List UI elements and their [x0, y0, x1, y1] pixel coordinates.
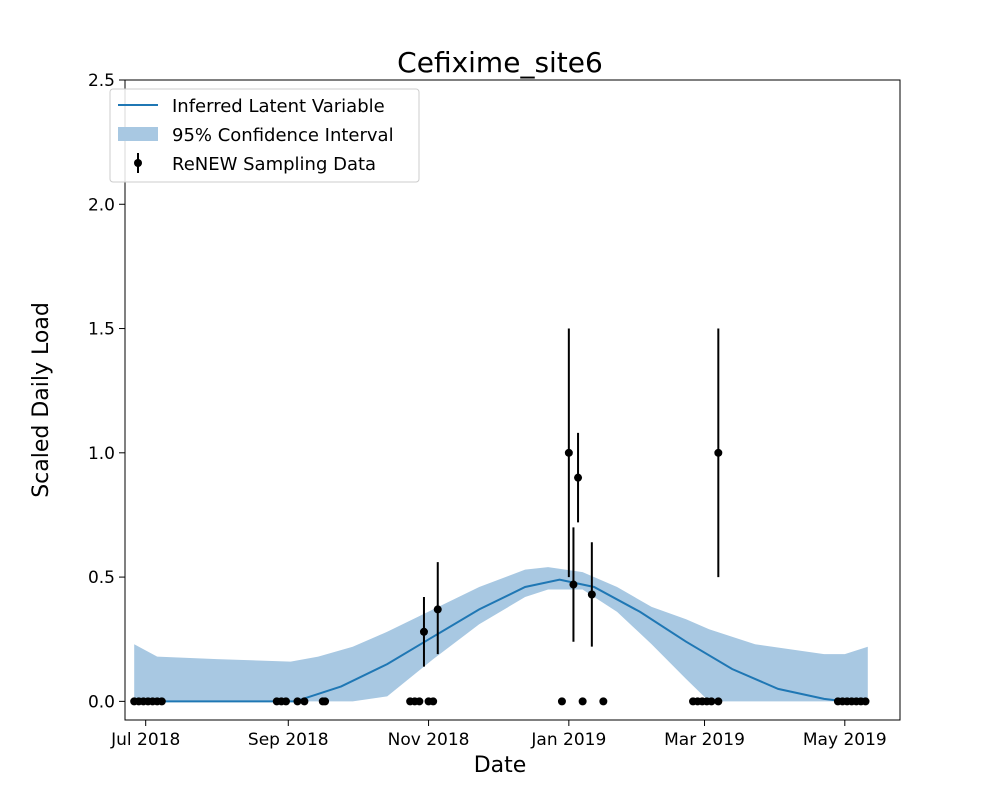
data-point	[419, 627, 428, 636]
legend-label-latent: Inferred Latent Variable	[172, 96, 385, 117]
x-tick-label: Sep 2018	[248, 730, 329, 750]
y-tick-label: 2.5	[88, 71, 115, 91]
data-point	[707, 697, 716, 706]
latent-line-layer	[134, 578, 868, 703]
y-tick-label: 1.5	[88, 320, 115, 340]
data-point	[281, 697, 290, 706]
data-point	[574, 473, 583, 482]
data-point	[714, 697, 723, 706]
y-tick-label: 0.0	[88, 692, 115, 712]
y-axis-label: Scaled Daily Load	[29, 302, 54, 498]
data-point	[415, 697, 424, 706]
data-point	[564, 448, 573, 457]
plot-frame	[124, 79, 901, 721]
data-point	[321, 697, 330, 706]
x-axis-label: Date	[474, 753, 527, 778]
y-tick-label: 2.0	[88, 195, 115, 215]
data-point	[714, 448, 723, 457]
x-tick-label: Nov 2018	[388, 730, 470, 750]
data-point	[433, 605, 442, 614]
y-tick-label: 0.5	[88, 568, 115, 588]
latent-variable-line	[134, 578, 868, 703]
x-tick-label: Jul 2018	[110, 730, 180, 750]
x-tick-label: May 2019	[803, 730, 887, 750]
data-point	[569, 580, 578, 589]
sampling-points-layer	[130, 328, 870, 706]
x-axis: Jul 2018 Sep 2018 Nov 2018 Jan 2019 Mar 2019…	[110, 720, 887, 750]
data-point	[578, 697, 587, 706]
legend-label-ci: 95% Confidence Interval	[172, 125, 394, 146]
legend-point-swatch	[134, 159, 142, 167]
confidence-band-layer	[134, 567, 868, 702]
y-axis: 0.0 0.5 1.0 1.5 2.0 2.5	[88, 71, 125, 712]
y-tick-label: 1.0	[88, 444, 115, 464]
legend-band-swatch	[118, 127, 158, 141]
data-point	[300, 697, 309, 706]
legend-box	[109, 88, 420, 183]
data-point	[293, 697, 302, 706]
data-point	[587, 590, 596, 599]
data-point	[157, 697, 166, 706]
data-point	[599, 697, 608, 706]
x-tick-label: Jan 2019	[530, 730, 606, 750]
data-point	[557, 697, 566, 706]
data-point	[861, 697, 870, 706]
chart-title: Cefixime_site6	[397, 46, 603, 79]
data-point	[429, 697, 438, 706]
legend-label-sampling: ReNEW Sampling Data	[172, 154, 376, 175]
x-tick-label: Mar 2019	[664, 730, 745, 750]
legend: Inferred Latent Variable 95% Confidence …	[109, 88, 420, 183]
confidence-band	[134, 567, 868, 702]
